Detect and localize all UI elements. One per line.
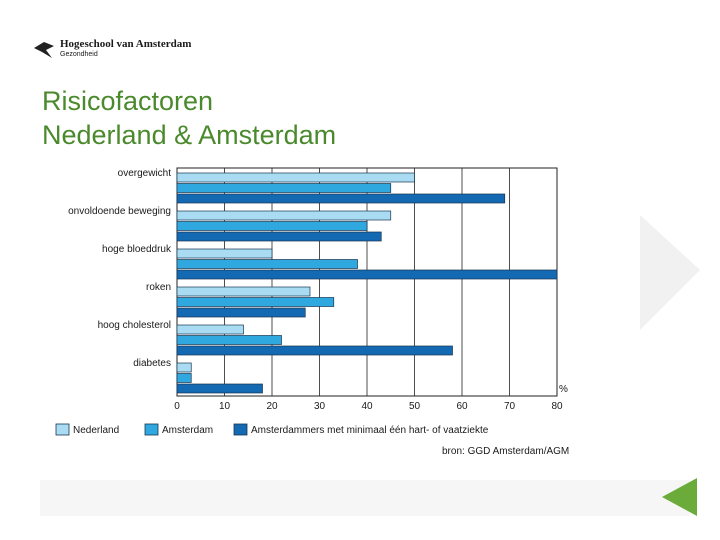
bar (176, 362, 192, 373)
bar (176, 286, 311, 297)
x-tick-label: 60 (456, 401, 468, 412)
x-tick-label: 50 (409, 401, 421, 412)
category-label: hoge bloeddruk (102, 244, 172, 255)
page-title: Risicofactoren Nederland & Amsterdam (42, 84, 336, 152)
bar (176, 297, 335, 307)
x-tick-label: 0 (174, 401, 180, 412)
category-label: onvoldoende beweging (68, 206, 171, 217)
bg-band (40, 480, 690, 516)
category-label: roken (146, 282, 171, 293)
logo-name: Hogeschool van Amsterdam (60, 38, 192, 50)
bar (176, 193, 506, 204)
bar (176, 248, 273, 259)
bg-arrow-shape (640, 215, 700, 330)
title-line-1: Risicofactoren (42, 86, 214, 116)
legend-label: Nederland (73, 425, 119, 436)
bar (176, 307, 306, 318)
bar (176, 210, 392, 221)
x-tick-label: 20 (266, 401, 278, 412)
legend-swatch (144, 423, 159, 436)
logo-icon (34, 42, 54, 58)
legend-swatch (233, 423, 248, 436)
title-line-2: Nederland & Amsterdam (42, 120, 337, 150)
x-tick-label: 30 (314, 401, 326, 412)
logo-subtitle: Gezondheid (60, 51, 98, 58)
source-note: bron: GGD Amsterdam/AGM (442, 446, 570, 457)
category-label: hoog cholesterol (98, 320, 171, 331)
bar (176, 345, 453, 356)
risk-factor-chart: 0 10 20 30 40 50 60 70 80% overgewicht onvoldoende… (55, 167, 568, 436)
x-unit-label: % (559, 384, 568, 395)
bar (176, 221, 368, 231)
bar (176, 259, 358, 269)
legend-swatch (55, 423, 70, 436)
x-tick-label: 10 (219, 401, 231, 412)
category-label: overgewicht (118, 168, 172, 179)
bar (176, 373, 192, 383)
bar (176, 324, 244, 335)
logo: Hogeschool van Amsterdam Gezondheid (32, 36, 252, 66)
bar (176, 231, 382, 242)
legend-label: Amsterdam (162, 425, 213, 436)
accent-triangle (662, 478, 697, 516)
x-tick-label: 80 (551, 401, 563, 412)
bar (176, 335, 282, 345)
bar (176, 383, 263, 394)
category-label: diabetes (133, 358, 171, 369)
bar (176, 269, 558, 280)
bar (176, 172, 415, 183)
x-tick-label: 70 (504, 401, 516, 412)
legend-label: Amsterdammers met minimaal één hart- of … (251, 425, 489, 436)
x-tick-label: 40 (361, 401, 373, 412)
bar (176, 183, 392, 193)
